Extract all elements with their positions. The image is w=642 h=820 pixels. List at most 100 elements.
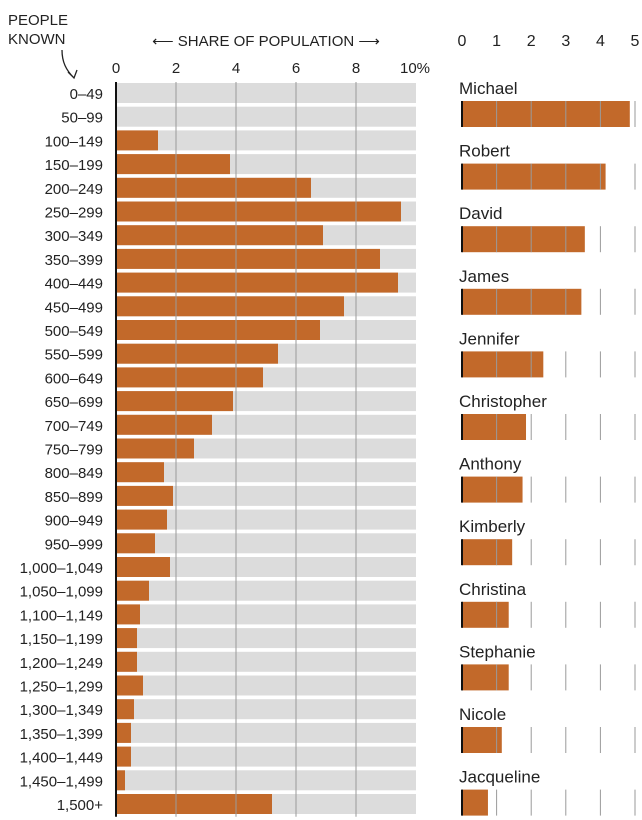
category-label: 0–49 (70, 86, 103, 103)
category-label: 150–199 (45, 157, 103, 174)
bar (462, 351, 544, 378)
bar (116, 651, 137, 672)
name-label: James (459, 267, 509, 286)
x-tick-label: 6 (292, 60, 300, 77)
category-label: 500–549 (45, 323, 103, 340)
right-x-ticks: 0 1 2 3 4 5 (458, 33, 640, 50)
left-x-ticks: 0 2 4 6 8 10% (112, 60, 430, 77)
category-label: 1,000–1,049 (20, 560, 103, 577)
category-label: 1,400–1,449 (20, 750, 103, 767)
category-label: 650–699 (45, 394, 103, 411)
x-tick-label: 10% (400, 60, 430, 77)
bar (116, 746, 131, 767)
bar (116, 485, 173, 506)
x-tick-label: 5 (631, 33, 640, 50)
name-label: Christina (459, 580, 527, 599)
name-label: Kimberly (459, 517, 526, 536)
x-tick-label: 2 (172, 60, 180, 77)
bar (116, 794, 272, 814)
bar (116, 320, 320, 340)
bar (116, 225, 323, 246)
name-label: Michael (459, 79, 518, 98)
bar (462, 727, 502, 753)
category-label: 800–849 (45, 465, 103, 482)
bar-track (116, 130, 416, 151)
bar (116, 130, 158, 151)
name-label: Stephanie (459, 642, 536, 661)
category-label: 750–799 (45, 442, 103, 459)
bar (116, 248, 380, 269)
category-label: 200–249 (45, 181, 103, 198)
name-label: Nicole (459, 705, 506, 724)
bar (116, 699, 134, 720)
bar-track (116, 675, 416, 696)
bar-track (116, 722, 416, 743)
category-label: 300–349 (45, 228, 103, 245)
bar (462, 539, 513, 566)
x-tick-label: 4 (596, 33, 605, 50)
x-tick-label: 1 (492, 33, 501, 50)
bar (116, 557, 170, 577)
curved-arrow-icon (61, 49, 78, 80)
bar (462, 414, 527, 440)
category-label: 350–399 (45, 252, 103, 269)
bar (116, 462, 164, 483)
x-tick-label: 8 (352, 60, 360, 77)
bar-track (116, 509, 416, 530)
x-axis-header: ⟵ SHARE OF POPULATION ⟶ (152, 33, 380, 50)
bar (462, 288, 582, 315)
category-label: 1,250–1,299 (20, 679, 103, 696)
category-label: 1,350–1,399 (20, 726, 103, 743)
name-label: Jacqueline (459, 768, 540, 787)
category-label: 550–599 (45, 347, 103, 364)
bar (116, 367, 263, 388)
category-label: 700–749 (45, 418, 103, 435)
category-label: 600–649 (45, 370, 103, 387)
category-label: 1,450–1,499 (20, 773, 103, 790)
y-axis-header-line-2: KNOWN (8, 31, 66, 48)
x-tick-label: 4 (232, 60, 240, 77)
category-label: 1,100–1,149 (20, 607, 103, 624)
bar (116, 272, 398, 293)
bar (116, 770, 125, 791)
name-label: Christopher (459, 392, 547, 411)
bar (116, 675, 143, 696)
bar (116, 722, 131, 743)
bar (116, 391, 233, 412)
bar (116, 580, 149, 601)
bar (116, 628, 137, 649)
bar (462, 789, 488, 816)
x-tick-label: 0 (112, 60, 120, 77)
name-label: Jennifer (459, 329, 520, 348)
bar (116, 414, 212, 435)
bar-track (116, 557, 416, 577)
bar (116, 343, 278, 364)
bar-track (116, 699, 416, 720)
category-label: 100–149 (45, 133, 103, 150)
y-axis-header-line-1: PEOPLE (8, 12, 68, 29)
category-label: 950–999 (45, 536, 103, 553)
category-label: 400–449 (45, 276, 103, 293)
x-tick-label: 3 (561, 33, 570, 50)
category-label: 850–899 (45, 489, 103, 506)
bar (116, 201, 401, 222)
bar (462, 601, 509, 628)
bar (116, 533, 155, 554)
category-label: 1,200–1,249 (20, 655, 103, 672)
bar-track (116, 533, 416, 554)
population-share-chart: 0–49 50–99 100–149 150–199 200–249 250–299 300… (20, 82, 416, 817)
bar-track (116, 580, 416, 601)
bar (462, 476, 523, 503)
bar-track (116, 746, 416, 767)
bar (116, 177, 311, 198)
bar (462, 163, 606, 190)
bar (116, 154, 230, 175)
category-label: 1,300–1,349 (20, 702, 103, 719)
category-label: 1,050–1,099 (20, 584, 103, 601)
bar (462, 664, 509, 691)
bar (116, 509, 167, 530)
category-label: 50–99 (61, 110, 103, 127)
bar-track (116, 604, 416, 625)
bar (116, 438, 194, 459)
